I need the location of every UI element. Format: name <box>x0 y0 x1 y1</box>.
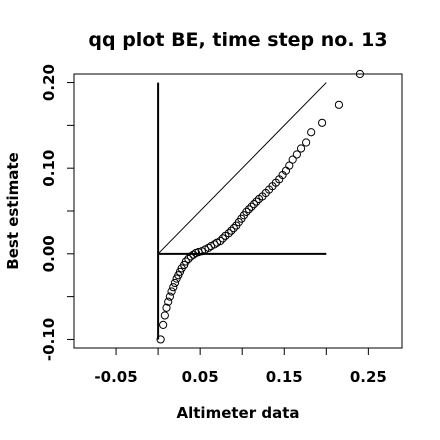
plot-frame <box>73 73 403 349</box>
qq-point <box>302 138 311 147</box>
qq-point <box>170 278 180 288</box>
qq-point <box>249 200 259 209</box>
qq-point <box>244 205 254 214</box>
qq-point <box>218 234 227 243</box>
qq-point <box>242 207 251 216</box>
qq-point <box>307 128 316 137</box>
y-tick-label: -0.10 <box>40 318 58 361</box>
qq-point <box>227 226 236 235</box>
qq-point <box>285 161 294 170</box>
qq-point <box>167 287 176 296</box>
x-axis: -0.05 0.05 0.15 0.25 <box>94 348 387 386</box>
qq-point <box>204 243 213 252</box>
qq-point <box>247 202 256 211</box>
x-tick-label: 0.05 <box>182 368 219 386</box>
qq-point <box>164 297 173 306</box>
qq-point <box>216 236 225 246</box>
qq-point <box>318 118 327 127</box>
chart-title: qq plot BE, time step no. 13 <box>88 29 387 51</box>
reference-lines <box>157 82 327 340</box>
qq-point <box>184 254 193 264</box>
y-tick-label: 0.00 <box>40 235 58 272</box>
qq-point <box>156 335 165 344</box>
qq-point <box>292 150 301 159</box>
x-tick-label: 0.15 <box>266 368 303 386</box>
qq-point <box>334 100 344 109</box>
qq-point <box>189 250 198 259</box>
x-tick-label: 0.25 <box>350 368 387 386</box>
qq-point <box>210 240 219 249</box>
qq-point <box>288 155 297 164</box>
data-points <box>156 69 365 344</box>
x-tick-label: -0.05 <box>94 368 137 386</box>
y-tick-label: 0.20 <box>40 64 58 101</box>
y-axis-label: Best estimate <box>4 152 22 269</box>
qq-point <box>224 229 233 238</box>
qq-point <box>169 283 178 292</box>
qq-point <box>229 224 238 233</box>
qq-point <box>165 292 174 301</box>
qq-point <box>252 197 261 206</box>
qq-point <box>160 311 169 320</box>
y-axis: -0.10 0.00 0.10 0.20 <box>40 64 74 361</box>
qq-point <box>181 257 190 266</box>
qq-point <box>355 69 365 79</box>
qq-point <box>162 303 171 312</box>
qq-point <box>296 144 306 153</box>
x-axis-label: Altimeter data <box>177 404 300 422</box>
qq-point <box>159 320 168 329</box>
y-tick-label: 0.10 <box>40 150 58 187</box>
identity-line <box>157 82 327 255</box>
